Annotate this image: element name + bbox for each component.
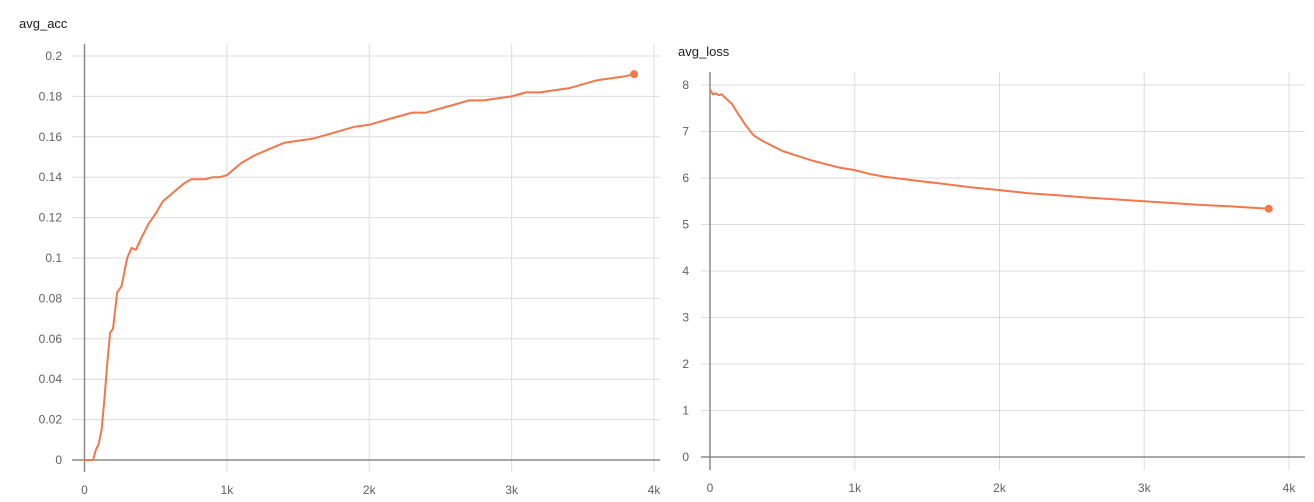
x-tick-label: 2k xyxy=(993,481,1007,495)
series-line xyxy=(83,73,636,461)
y-tick-label: 0.02 xyxy=(39,413,63,427)
x-tick-label: 4k xyxy=(1283,481,1297,495)
y-tick-label: 0.2 xyxy=(45,49,62,63)
chart-panel-avg-loss: avg_loss 0 1 2 3 4 5 6 7 8 0 1k 2k 3k 4k xyxy=(665,0,1314,502)
chart-title: avg_acc xyxy=(19,16,68,31)
series-end-marker xyxy=(630,70,639,79)
chart-panel-avg-acc: avg_acc 0 0.02 0.04 0.06 0.08 0.1 0.12 0.14 0.16… xyxy=(19,16,662,497)
y-tick-label: 8 xyxy=(682,78,689,92)
x-tick-label: 4k xyxy=(648,483,662,497)
x-tick-label: 3k xyxy=(1138,481,1152,495)
y-tick-label: 0.14 xyxy=(39,170,63,184)
y-tick-label: 0.04 xyxy=(39,372,63,386)
x-tick-label: 3k xyxy=(505,483,519,497)
series-line xyxy=(709,88,1270,210)
y-tick-label: 0.06 xyxy=(39,332,63,346)
y-tick-label: 3 xyxy=(682,311,689,325)
y-tick-label: 0.18 xyxy=(39,89,63,103)
y-tick-label: 2 xyxy=(682,357,689,371)
x-tick-label: 1k xyxy=(848,481,862,495)
series-end-marker xyxy=(1264,204,1273,213)
chart-svg-avg-loss: 0 1 2 3 4 5 6 7 8 0 1k 2k 3k 4k xyxy=(682,72,1305,495)
y-tick-label: 7 xyxy=(682,125,689,139)
y-tick-label: 6 xyxy=(682,171,689,185)
y-tick-label: 4 xyxy=(682,264,689,278)
chart-title: avg_loss xyxy=(678,44,730,59)
y-tick-label: 0 xyxy=(55,453,62,467)
y-tick-label: 0.16 xyxy=(39,130,63,144)
y-tick-label: 0 xyxy=(682,450,689,464)
x-tick-label: 0 xyxy=(81,483,88,497)
x-tick-label: 2k xyxy=(363,483,377,497)
y-tick-label: 0.1 xyxy=(45,251,62,265)
y-tick-label: 0.12 xyxy=(39,211,63,225)
y-tick-label: 5 xyxy=(682,218,689,232)
x-tick-label: 0 xyxy=(707,481,714,495)
x-tick-label: 1k xyxy=(221,483,235,497)
chart-svg-avg-acc: 0 0.02 0.04 0.06 0.08 0.1 0.12 0.14 0.16 0.18 0.2 0… xyxy=(39,44,662,497)
y-tick-label: 0.08 xyxy=(39,291,63,305)
y-tick-label: 1 xyxy=(682,404,689,418)
